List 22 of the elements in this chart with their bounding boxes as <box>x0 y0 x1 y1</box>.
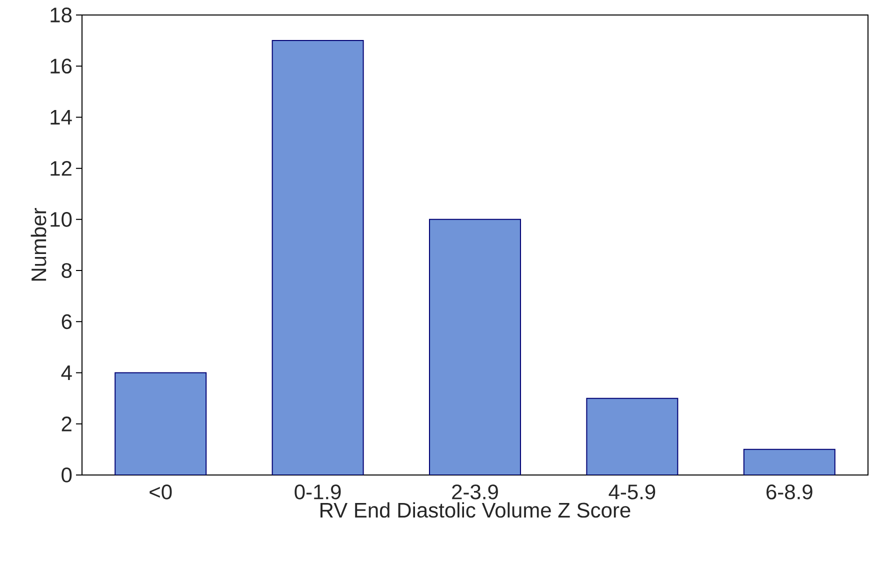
x-tick-label: 2-3.9 <box>452 484 498 500</box>
y-tick-label: 2 <box>62 416 72 432</box>
bar <box>272 40 364 475</box>
y-tick-label: 8 <box>62 263 72 278</box>
y-tick-label: 6 <box>62 314 72 330</box>
y-tick-label: 14 <box>50 110 72 124</box>
x-tick-label: 4-5.9 <box>608 484 656 500</box>
y-tick-label: 12 <box>50 160 72 176</box>
x-tick-label: <0 <box>150 484 172 500</box>
bar <box>743 448 836 475</box>
x-tick-label: 6-8.9 <box>766 484 812 500</box>
bar <box>586 398 678 475</box>
x-tick-label: 0-1.9 <box>294 484 341 500</box>
bar <box>114 372 207 475</box>
y-tick-label: 16 <box>50 58 72 74</box>
y-tick-label: 0 <box>62 468 72 482</box>
y-tick-label: 18 <box>50 8 72 22</box>
y-axis-title: Number <box>30 208 46 281</box>
y-tick-label: 10 <box>50 212 72 227</box>
bar <box>429 218 521 475</box>
y-tick-label: 4 <box>61 366 72 380</box>
x-axis-title: RV End Diastolic Volume Z Score <box>320 502 630 518</box>
